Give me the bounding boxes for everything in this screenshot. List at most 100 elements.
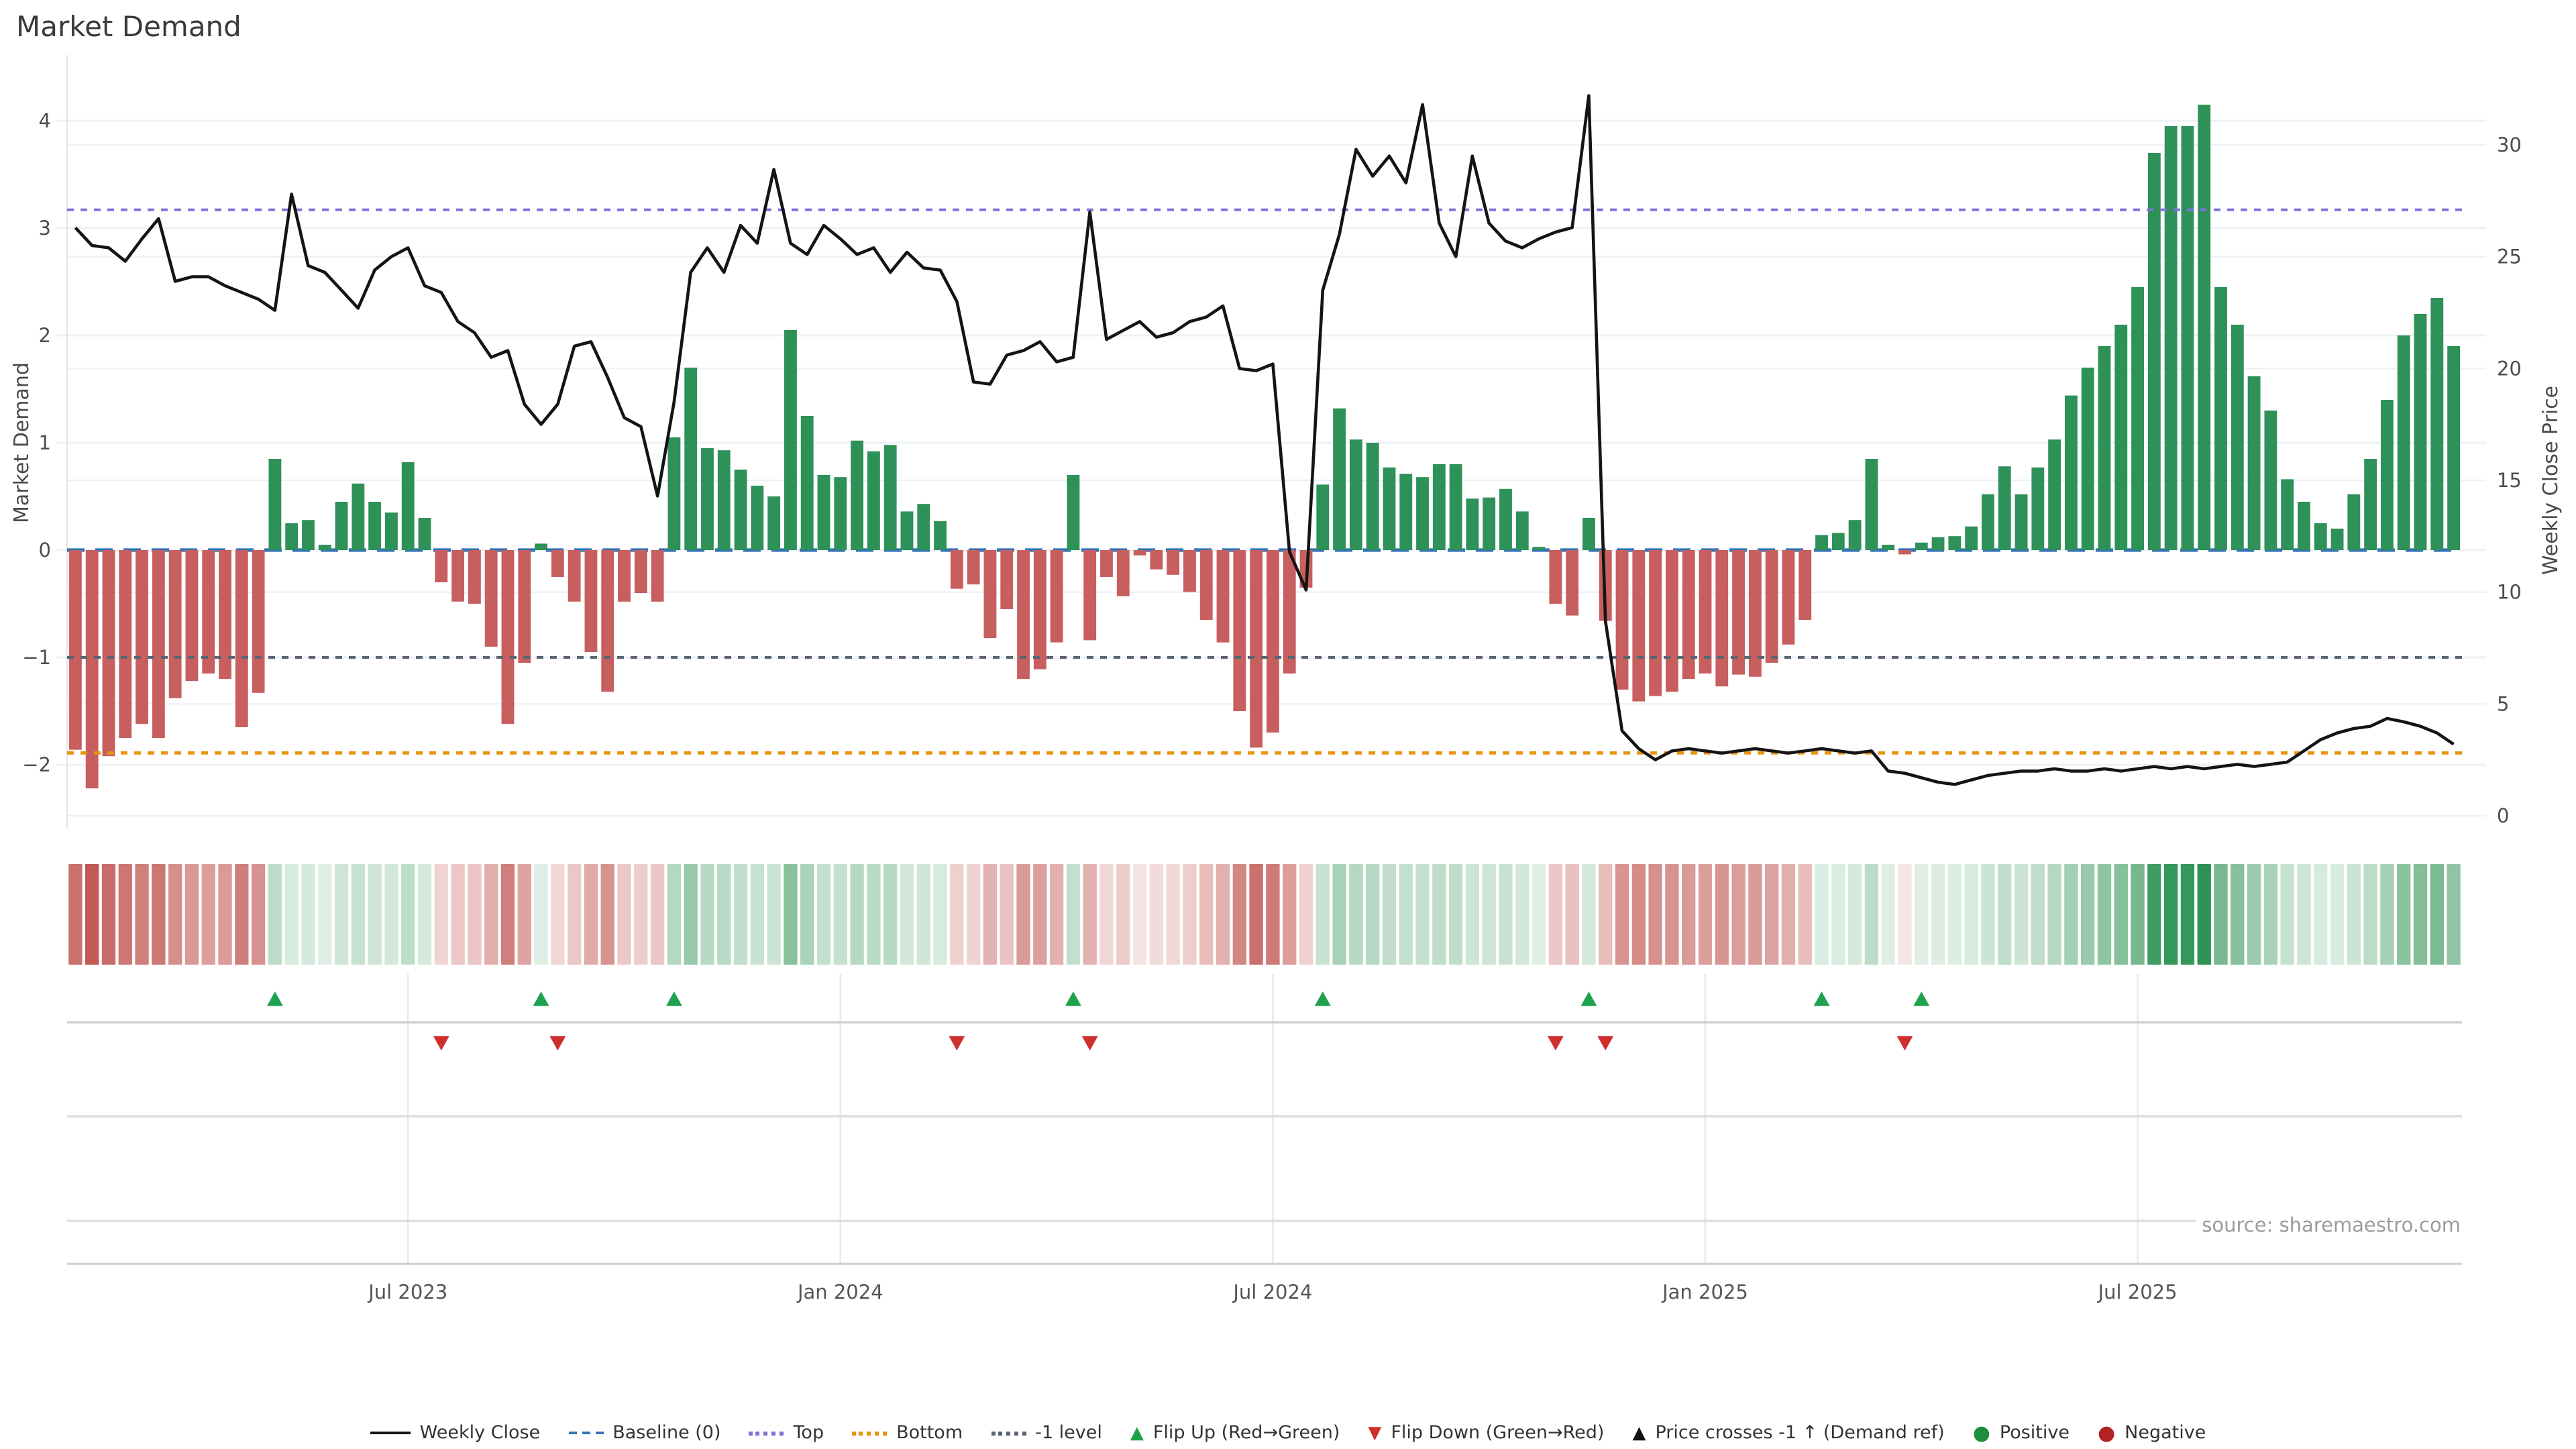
demand-bar-positive [2381,400,2394,550]
demand-bar-negative [568,550,581,602]
heatmap-cell [2147,864,2161,965]
demand-bar-positive [285,523,299,550]
heatmap-cell [1299,864,1313,965]
demand-bar-positive [1432,464,1446,550]
demand-bar-negative [1649,550,1662,696]
demand-bar-positive [1483,497,1496,550]
reference-lines [67,208,2462,755]
flip-up-marker-icon [1913,991,1930,1006]
demand-bar-positive [2114,325,2128,550]
demand-bar-negative [1898,550,1911,555]
heatmap-cell [1864,864,1879,965]
demand-bar-positive [701,448,714,550]
demand-bar-positive [1948,536,1962,550]
heatmap-cell [1266,864,1280,965]
weekly-close-line [74,94,2455,786]
heatmap-cell [567,864,582,965]
demand-bar-negative [601,550,614,692]
heatmap-cell [2430,864,2444,965]
demand-bar-positive [401,462,415,550]
heatmap-strip [68,864,2461,965]
heatmap-cell [900,864,914,965]
heatmap-cell [1915,864,1929,965]
left-axis-tick: 3 [39,217,51,239]
legend-item: Weekly Close [370,1422,540,1444]
demand-bar-positive [2031,467,2045,550]
dot-icon: ● [2097,1420,2116,1444]
legend-label: Price crosses -1 ↑ (Demand ref) [1655,1422,1945,1444]
heatmap-cell [1781,864,1796,965]
heatmap-cell [733,864,748,965]
heatmap-cell [1665,864,1679,965]
demand-bar-positive [2397,335,2410,550]
heatmap-cell [1682,864,1696,965]
heatmap-cell [1931,864,1945,965]
demand-bar-positive [1333,408,1346,550]
legend-item: -1 level [991,1422,1102,1444]
heatmap-cell [85,864,99,965]
demand-bar-positive [1399,474,1413,550]
left-axis-tick: −2 [22,753,51,776]
demand-bar-positive [2231,325,2244,550]
demand-bar-positive [1316,484,1330,550]
flip-up-marker-icon [665,991,682,1006]
right-axis-tick: 15 [2497,469,2522,492]
heatmap-cell [334,864,349,965]
demand-bar-negative [85,550,99,789]
demand-bar-positive [2347,494,2361,550]
heatmap-cell [1698,864,1713,965]
demand-bar-positive [1931,537,1945,550]
heatmap-cell [1798,864,1812,965]
demand-bar-positive [368,502,382,550]
demand-bar-negative [618,550,631,602]
demand-bar-positive [1532,547,1546,550]
demand-bar-positive [2181,126,2194,550]
heatmap-cell [2380,864,2394,965]
heatmap-cell [916,864,930,965]
heatmap-cell [1283,864,1297,965]
heatmap-cell [68,864,83,965]
heatmap-cell [500,864,515,965]
heatmap-cell [1415,864,1430,965]
heatmap-cell [1815,864,1829,965]
heatmap-cell [2231,864,2245,965]
demand-bar-negative [1133,550,1146,555]
heatmap-cell [2114,864,2128,965]
heatmap-cell [2347,864,2361,965]
demand-bar-negative [252,550,265,693]
x-axis-tick: Jan 2024 [796,1281,883,1303]
demand-bar-positive [1998,466,2011,550]
heatmap-cell [1515,864,1529,965]
heatmap-cell [1199,864,1214,965]
heatmap-cell [2413,864,2428,965]
heatmap-cell [2280,864,2294,965]
demand-bar-positive [2164,126,2178,550]
demand-bar-positive [535,543,547,550]
demand-bar-negative [501,550,515,724]
flip-up-marker-icon [1065,991,1081,1006]
demand-bar-negative [518,550,531,663]
demand-bar-negative [1566,550,1579,616]
demand-bar-positive [268,459,282,550]
legend-item: ● Positive [1973,1422,2070,1444]
heatmap-cell [1748,864,1762,965]
demand-bar-positive [1466,498,1479,550]
heatmap-cell [983,864,998,965]
demand-bar-positive [352,483,365,550]
demand-bar-positive [767,496,781,550]
heatmap-cell [1881,864,1895,965]
demand-bar-negative [484,550,498,647]
demand-bar-positive [1067,475,1080,550]
heatmap-cell [551,864,565,965]
demand-bar-negative [1665,550,1678,692]
heatmap-cell [1648,864,1662,965]
demand-bar-positive [1349,439,1362,550]
heatmap-cell [135,864,149,965]
dotted-line-icon [749,1431,784,1435]
demand-bar-negative [451,550,465,602]
demand-bar-negative [950,550,963,589]
demand-bar-positive [851,440,864,550]
x-axis: Jul 2023 Jan 2024 Jul 2024 Jan 2025 Jul 2025 [367,1281,2177,1303]
